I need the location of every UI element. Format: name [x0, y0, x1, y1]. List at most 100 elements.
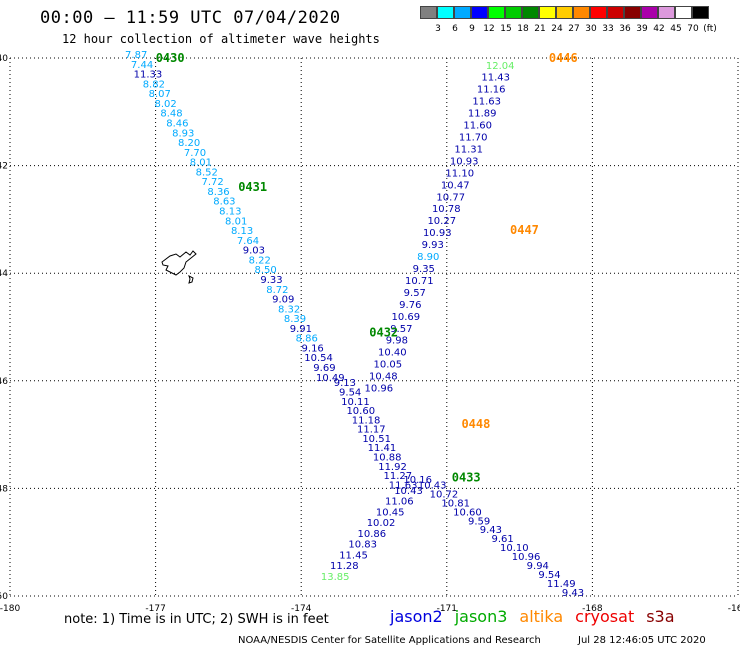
scale-swatch	[641, 6, 658, 19]
wave-height-value: 7.64	[237, 236, 259, 247]
wave-height-value: 8.01	[190, 158, 212, 169]
wave-height-value: 9.69	[313, 363, 335, 374]
wave-height-value: 11.45	[339, 550, 368, 561]
scale-label: 9	[469, 24, 475, 34]
scale-label: 39	[636, 24, 648, 34]
scale-swatch	[590, 6, 607, 19]
axis-tick-labels: -180 -177 -174 -171 -168 -165 -40 -42 -44 -46 -48 -…	[0, 54, 740, 614]
altimeter-tracks: 7.877.4411.338.828.078.028.488.468.938.2…	[125, 50, 584, 599]
wave-height-value: 8.13	[219, 207, 241, 218]
wave-height-value: 11.06	[385, 497, 414, 508]
wave-height-value: 13.85	[321, 572, 350, 583]
pass-time-labels: 0430 0431 0432 0433 0446 0447 0448	[156, 51, 578, 485]
wave-height-value: 11.92	[378, 462, 407, 473]
wave-height-value: 8.72	[266, 285, 288, 296]
wave-height-value: 8.46	[166, 118, 188, 129]
footer-timestamp: Jul 28 12:46:05 UTC 2020	[578, 635, 706, 646]
wave-height-value: 10.11	[341, 397, 370, 408]
scale-swatch	[471, 6, 488, 19]
lat-tick-label: -40	[0, 54, 8, 64]
wave-height-value: 11.49	[547, 579, 576, 590]
wave-height-value: 7.87	[125, 50, 147, 61]
lat-tick-label: -46	[0, 377, 8, 387]
wave-height-value: 7.72	[202, 177, 224, 188]
wave-height-value: 11.18	[352, 415, 381, 426]
wave-height-value: 9.93	[422, 240, 444, 251]
wave-height-value: 9.54	[339, 387, 361, 398]
lat-tick-label: -48	[0, 484, 8, 494]
wave-height-value: 9.94	[527, 561, 549, 572]
wave-height-value: 10.47	[441, 180, 470, 191]
wave-height-value: 8.50	[254, 265, 276, 276]
lon-tick-label: -168	[582, 604, 603, 614]
lon-tick-label: -171	[437, 604, 457, 614]
lat-lon-grid	[9, 57, 739, 597]
satellite-legend: jason2 jason3 altika cryosat s3a	[390, 607, 687, 626]
lat-tick-label: -44	[0, 269, 8, 279]
scale-swatch	[607, 6, 624, 19]
scale-swatch	[505, 6, 522, 19]
wave-height-value: 11.33	[134, 70, 163, 81]
wave-height-value: 7.44	[131, 60, 153, 71]
scale-swatch	[454, 6, 471, 19]
wave-height-value: 11.60	[463, 121, 492, 132]
scale-label: 27	[568, 24, 580, 34]
wave-height-value: 9.59	[468, 516, 490, 527]
wave-height-value: 10.48	[369, 372, 398, 383]
scale-label: 21	[534, 24, 546, 34]
wave-height-value: 8.32	[278, 304, 300, 315]
pass-time-label: 0430	[156, 51, 185, 65]
wave-height-value: 8.48	[160, 109, 182, 120]
wave-height-value: 9.54	[538, 570, 560, 581]
wave-height-value: 12.04	[486, 61, 515, 72]
lon-tick-label: -165	[728, 604, 740, 614]
pass-time-label: 0432	[369, 325, 398, 339]
scale-label: (ft)	[703, 24, 717, 34]
legend-jason3: jason3	[454, 607, 508, 626]
wave-height-value: 10.43	[394, 486, 423, 497]
wave-height-value: 10.69	[391, 312, 420, 323]
wave-height-value: 11.89	[468, 109, 497, 120]
scale-swatch	[573, 6, 590, 19]
lon-tick-label: -177	[145, 604, 165, 614]
pass-time-label: 0446	[549, 51, 578, 65]
scale-label: 24	[551, 24, 563, 34]
wave-height-value: 10.77	[436, 192, 465, 203]
scale-swatch	[420, 6, 437, 19]
wave-height-value: 7.70	[184, 148, 206, 159]
lon-tick-label: -180	[0, 604, 20, 614]
scale-swatch	[624, 6, 641, 19]
wave-height-value: 10.02	[367, 518, 396, 529]
wave-height-value: 11.63	[472, 97, 501, 108]
wave-height-value: 10.45	[376, 507, 405, 518]
scale-label: 12	[483, 24, 495, 34]
wave-height-value: 10.93	[450, 156, 479, 167]
scale-swatch	[658, 6, 675, 19]
wave-height-value: 8.90	[417, 252, 439, 263]
footer-credit: NOAA/NESDIS Center for Satellite Applica…	[238, 635, 541, 646]
wave-height-value: 8.20	[178, 138, 200, 149]
wave-height-value: 9.03	[243, 246, 265, 257]
wave-height-value: 10.49	[316, 373, 345, 384]
scale-label: 70	[687, 24, 699, 34]
wave-height-value: 10.60	[453, 507, 482, 518]
legend-altika: altika	[519, 607, 564, 626]
footer-note: note: 1) Time is in UTC; 2) SWH is in fe…	[64, 612, 329, 627]
legend-jason2: jason2	[390, 607, 443, 626]
wave-height-value: 10.71	[405, 276, 434, 287]
lat-tick-label: -42	[0, 162, 8, 172]
scale-label: 33	[602, 24, 614, 34]
wave-height-value: 10.88	[373, 453, 402, 464]
wave-height-value: 10.05	[374, 360, 403, 371]
wave-height-value: 8.52	[196, 167, 218, 178]
wave-height-value: 9.76	[399, 300, 421, 311]
wave-height-value: 8.02	[154, 99, 176, 110]
wave-height-value: 11.43	[481, 73, 510, 84]
wave-height-value: 10.81	[441, 498, 470, 509]
wave-height-value: 10.78	[432, 204, 461, 215]
wave-height-value: 8.22	[249, 255, 271, 266]
wave-height-value: 10.60	[346, 406, 375, 417]
scale-swatch	[488, 6, 505, 19]
scale-swatch	[522, 6, 539, 19]
